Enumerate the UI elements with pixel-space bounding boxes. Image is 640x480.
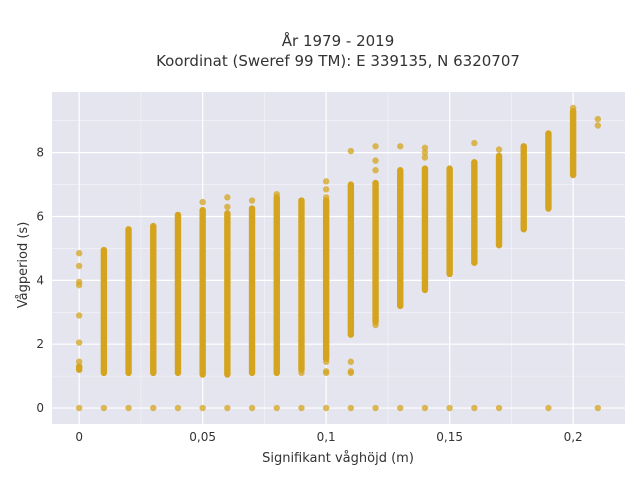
data-point [471,404,478,412]
data-point [298,358,305,365]
data-point [495,146,503,153]
data-point [322,186,330,193]
chart-title-line2: Koordinat (Sweref 99 TM): E 339135, N 63… [156,52,520,70]
y-axis-ticks: 0 2 4 6 8 [36,146,44,415]
data-point [594,404,602,412]
data-point [421,404,429,412]
data-point [495,404,503,412]
data-point [224,203,231,211]
data-point [322,404,330,412]
y-tick-label: 6 [36,210,44,224]
data-point [199,198,206,206]
data-point [421,154,429,161]
data-point [150,404,157,412]
data-point [372,143,379,150]
data-point [298,404,305,412]
data-point [594,115,602,123]
data-point [322,178,330,185]
data-point [372,321,379,329]
data-point [75,250,83,257]
x-tick-label: 0,2 [564,430,583,444]
data-point [224,194,231,201]
x-tick-label: 0,05 [189,430,216,444]
x-axis-ticks: 0 0,05 0,1 0,15 0,2 [75,430,582,444]
data-point [594,122,602,129]
data-point [322,368,330,375]
data-point [125,404,132,412]
data-point [273,190,280,198]
data-point [372,167,379,174]
y-tick-label: 0 [36,401,44,415]
y-tick-label: 2 [36,337,44,351]
data-point [569,104,577,112]
data-point [347,358,355,365]
y-axis-title: Vågperiod (s) [16,222,31,309]
data-point [322,194,330,201]
plot-area [52,92,625,424]
data-point [224,404,231,412]
x-tick-label: 0,1 [317,430,336,444]
data-point [397,404,404,412]
data-point [75,262,83,270]
x-tick-label: 0,15 [436,430,463,444]
data-point [298,369,305,377]
x-tick-label: 0 [75,430,83,444]
data-point [75,358,83,365]
data-point [545,404,552,412]
data-point [75,278,83,286]
data-point [248,197,256,204]
data-points [75,104,602,412]
data-point [347,404,355,412]
data-point [100,404,108,412]
data-point [471,139,478,147]
data-point [273,404,280,412]
data-point [347,147,355,155]
data-point [199,404,206,412]
data-point [75,404,83,412]
data-point [322,358,330,365]
data-point [372,404,379,412]
data-point [372,157,379,164]
data-point [421,144,429,152]
x-axis-title: Signifikant våghöjd (m) [262,451,414,466]
data-point [397,143,404,150]
data-point [248,404,256,412]
y-tick-label: 4 [36,273,44,287]
chart-title-line1: År 1979 - 2019 [282,31,395,50]
data-point [75,312,83,319]
y-tick-label: 8 [36,146,44,160]
data-point [347,368,355,375]
data-point [421,149,429,156]
data-point [446,404,453,412]
data-point [174,404,182,412]
data-point [75,339,83,346]
